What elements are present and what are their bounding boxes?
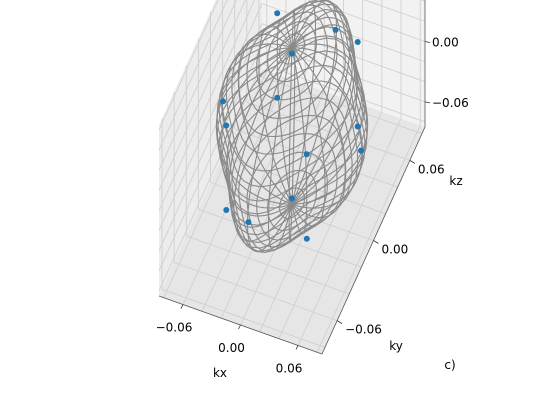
z-axis-label: kz	[449, 174, 462, 188]
scatter-point	[245, 219, 252, 226]
scatter-point	[303, 151, 310, 158]
scatter-point	[303, 235, 310, 242]
scatter-point	[274, 94, 281, 101]
scatter-points	[220, 10, 364, 242]
grid-line	[258, 75, 423, 135]
z-tick-mark	[424, 101, 431, 104]
y-tick-label: 0.00	[382, 243, 409, 257]
grid-line	[259, 104, 364, 333]
surface-meridian-line	[228, 47, 293, 228]
surface-meridian-line	[291, 47, 347, 219]
x-tick-label: −0.06	[156, 321, 193, 335]
surface-meridian-line	[276, 17, 293, 205]
scatter-point	[332, 26, 339, 33]
surface-meridian-line	[233, 47, 293, 242]
surface-meridian-line	[258, 25, 293, 205]
x-tick-label: 0.00	[218, 341, 245, 355]
surface-meridian-line	[291, 47, 326, 227]
grid-line	[316, 125, 421, 353]
scatter-point	[223, 122, 230, 129]
grid-line	[158, 0, 256, 211]
y-tick-mark	[336, 320, 343, 324]
x-tick-mark	[295, 345, 299, 350]
scatter-point	[289, 195, 295, 202]
z-tick-mark	[424, 41, 431, 43]
y-axis-label: ky	[389, 339, 403, 353]
grid-line	[246, 101, 411, 161]
y-tick-mark	[373, 240, 379, 244]
scatter-point	[220, 98, 226, 105]
grid-line	[234, 128, 398, 188]
x-tick-mark	[180, 304, 184, 309]
tick-labels: −0.060.000.06−0.060.000.06−0.060.000.06	[156, 36, 469, 376]
surface-meridian-line	[291, 43, 364, 205]
surface-meridian-line	[267, 47, 293, 252]
surface-meridian-line	[291, 10, 351, 205]
surface-meridian-line	[220, 47, 293, 209]
grid-line	[158, 0, 246, 191]
surface-meridian-line	[288, 47, 293, 244]
scatter-point	[358, 147, 364, 154]
scatter-point	[354, 123, 361, 130]
grid-line	[297, 118, 402, 346]
x-axis-label: kx	[213, 366, 227, 380]
grid-line	[363, 0, 426, 22]
grid-line	[158, 0, 228, 151]
surface-meridian-line	[291, 35, 358, 205]
scatter-point	[274, 10, 281, 17]
x-tick-mark	[238, 324, 241, 330]
scatter-point	[354, 39, 361, 45]
surface-meridian-line	[291, 24, 356, 205]
surface-meridian-line	[226, 47, 293, 217]
surface-meridian-line	[291, 47, 308, 235]
z-tick-label: 0.00	[432, 36, 459, 50]
z-tick-label: −0.06	[432, 96, 469, 110]
grid-line	[307, 0, 426, 42]
y-tick-label: 0.06	[418, 162, 445, 176]
surface-meridian-line	[237, 33, 293, 205]
scatter-point	[223, 207, 230, 213]
grid-line	[158, 0, 219, 131]
surface-meridian-line	[291, 8, 296, 205]
surface-meridian-line	[215, 47, 293, 205]
x-tick-label: 0.06	[276, 362, 303, 376]
scatter-point	[289, 50, 295, 57]
surface-meridian-line	[291, 47, 369, 205]
grid-line	[158, 0, 237, 171]
panel-label: c)	[444, 358, 455, 372]
y-tick-mark	[409, 160, 416, 164]
y-tick-label: −0.06	[345, 323, 382, 337]
